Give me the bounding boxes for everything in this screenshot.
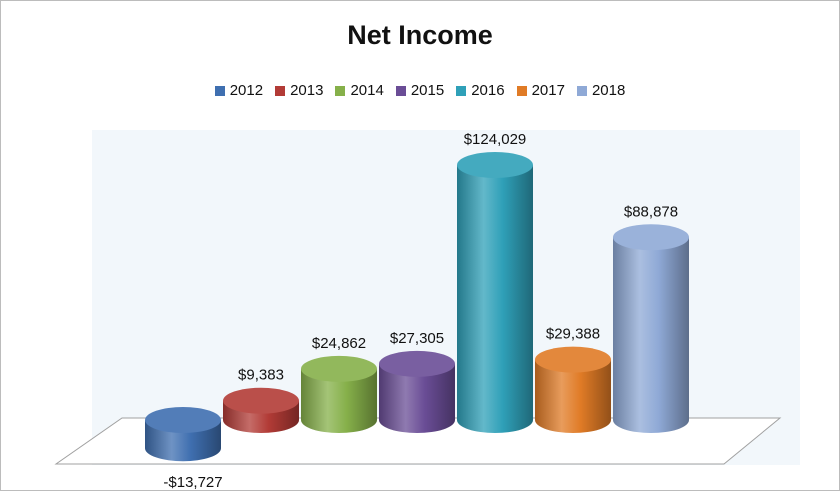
legend-item-2016: 2016 [456,82,505,99]
legend-label: 2012 [229,82,264,99]
legend-swatch [214,85,225,96]
bar-top [535,346,611,373]
bar-top [379,350,455,377]
bars-group [145,152,689,462]
legend-label: 2013 [290,82,324,99]
bar-top [457,152,533,178]
legend-item-2013: 2013 [275,82,323,99]
bar-2014 [301,355,377,433]
legend-item-2012: 2012 [214,82,264,99]
bar-2016 [457,152,533,433]
legend-label: 2018 [591,82,626,99]
bar-body [613,237,689,433]
data-label-2013: $9,383 [238,367,284,384]
chart-legend: 2012 2013 2014 2015 2016 2017 2018 [0,82,840,99]
legend-swatch [516,85,527,96]
legend-label: 2016 [471,82,505,99]
bar-2013 [223,387,299,433]
legend-item-2017: 2017 [516,82,565,99]
legend-swatch [456,85,467,96]
bar-body [379,363,455,433]
bar-top [613,224,689,251]
legend-swatch [275,85,286,96]
legend-label: 2015 [410,82,445,99]
bar-top [145,407,221,433]
legend-label: 2017 [531,82,565,99]
bar-body [535,359,611,433]
legend-item-2015: 2015 [395,82,445,99]
bar-body [301,368,377,433]
legend-label: 2014 [350,82,384,99]
data-label-2012: -$13,727 [163,474,222,491]
data-label-2016: $124,029 [464,131,527,148]
legend-swatch [576,85,587,96]
bar-top [223,387,299,414]
legend-item-2014: 2014 [335,82,384,99]
data-label-2014: $24,862 [312,335,366,352]
data-label-2018: $88,878 [624,203,678,220]
bar-2018 [613,224,689,433]
bar-body [457,165,533,433]
legend-swatch [395,85,406,96]
data-labels-group: -$13,727 $9,383 $24,862 $27,305 $124,029 $29,… [163,131,678,491]
bar-2012 [145,407,221,462]
data-label-2017: $29,388 [546,326,600,343]
bar-2017 [535,346,611,433]
chart-title: Net Income [347,20,493,50]
data-label-2015: $27,305 [390,330,444,347]
legend-swatch [335,85,346,96]
bar-2015 [379,350,455,433]
bar-top [301,355,377,382]
legend-item-2018: 2018 [576,82,626,99]
